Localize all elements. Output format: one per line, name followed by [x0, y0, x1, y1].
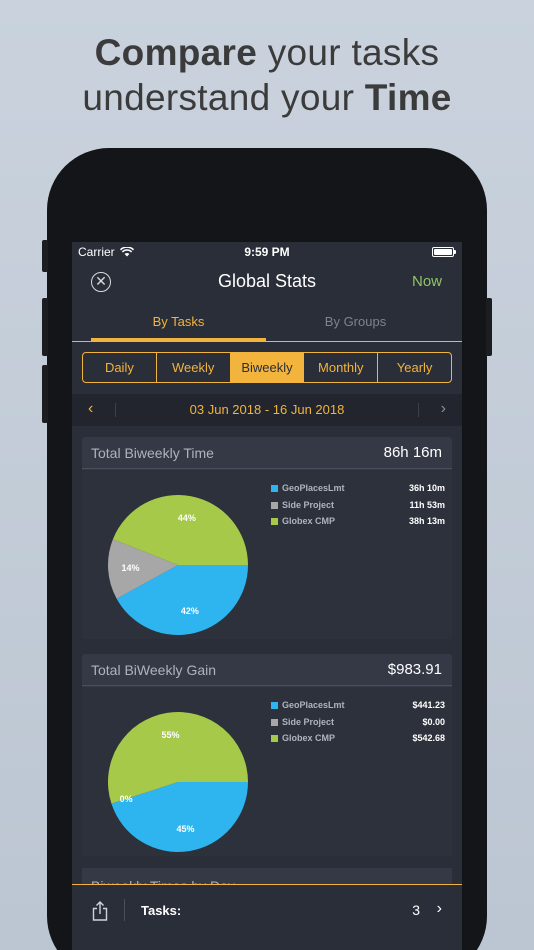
chart-legend: GeoPlacesLmt $441.23 Side Project $0.00 … — [271, 699, 445, 749]
tasks-count[interactable]: 3 — [412, 902, 420, 918]
gain-card: Total BiWeekly Gain $983.91 45% 0% 55% Geo… — [82, 654, 452, 856]
divider — [418, 403, 419, 417]
pie-slice-geoplaceslmt — [116, 565, 248, 635]
close-icon: ✕ — [95, 273, 107, 289]
pie-value-label: 44% — [178, 513, 196, 523]
legend-name: Side Project — [282, 716, 335, 727]
tab-bar: By Tasks By Groups — [72, 304, 462, 342]
segment-biweekly[interactable]: Biweekly — [230, 353, 305, 382]
legend-item: Globex CMP $542.68 — [271, 732, 445, 749]
period-selector: Daily Weekly Biweekly Monthly Yearly — [82, 352, 452, 383]
legend-name: Globex CMP — [282, 733, 336, 743]
date-range-bar: ‹ 03 Jun 2018 - 16 Jun 2018 › — [72, 394, 462, 426]
legend-item: Globex CMP 38h 13m — [271, 515, 445, 532]
tasks-label: Tasks: — [141, 903, 182, 918]
chart-legend: GeoPlacesLmt 36h 10m Side Project 11h 53… — [271, 482, 445, 532]
segment-weekly[interactable]: Weekly — [157, 353, 231, 382]
battery-icon — [432, 247, 456, 257]
wifi-icon — [119, 247, 134, 257]
segment-yearly[interactable]: Yearly — [396, 360, 433, 375]
nav-bar: ✕ Global Stats Now — [72, 262, 462, 302]
card-body: 42% 14% 44% GeoPlacesLmt 36h 10m Side Proj… — [82, 470, 452, 639]
headline: Compare your tasks understand your Time — [0, 30, 534, 120]
card-total: $983.91 — [387, 661, 442, 678]
legend-item: Side Project 11h 53m — [271, 499, 445, 516]
pie-slice-side-project — [108, 539, 178, 599]
phone-volume-down — [42, 365, 48, 423]
bottom-toolbar: Tasks: 3 › — [72, 884, 462, 950]
legend-value: $441.23 — [412, 700, 445, 710]
pie-value-label: 0% — [120, 794, 133, 804]
pie-slice-globex-cmp — [112, 494, 248, 565]
card-header: Total Biweekly Time 86h 16m — [82, 437, 452, 469]
legend-item: GeoPlacesLmt 36h 10m — [271, 482, 445, 499]
pie-slice-globex-cmp — [108, 712, 248, 804]
card-header: Total BiWeekly Gain $983.91 — [82, 654, 452, 686]
carrier-label: Carrier — [78, 245, 115, 259]
phone-volume-up — [42, 298, 48, 356]
segment-monthly[interactable]: Monthly — [304, 353, 379, 382]
date-range-label: 03 Jun 2018 - 16 Jun 2018 — [189, 402, 345, 417]
legend-swatch — [271, 702, 278, 709]
previous-period-button[interactable]: ‹ — [88, 400, 94, 417]
headline-bold-2: Time — [364, 77, 452, 118]
card-total: 86h 16m — [383, 444, 442, 461]
legend-swatch — [271, 501, 278, 509]
pie-chart: 45% 0% 55% — [108, 712, 248, 852]
next-period-button[interactable]: › — [440, 400, 446, 417]
legend-swatch — [271, 518, 278, 525]
legend-name: GeoPlacesLmt — [282, 483, 345, 493]
segment-daily[interactable]: Daily — [83, 353, 157, 382]
pie-chart: 42% 14% 44% — [108, 494, 248, 635]
phone-power-button — [486, 298, 492, 356]
legend-value: 11h 53m — [409, 499, 445, 510]
page-title: Global Stats — [217, 271, 317, 291]
pie-value-label: 55% — [162, 730, 180, 740]
carrier-info: Carrier — [78, 245, 134, 259]
legend-item: GeoPlacesLmt $441.23 — [271, 699, 445, 716]
share-icon[interactable] — [92, 901, 108, 921]
status-bar: Carrier 9:59 PM — [72, 242, 462, 262]
legend-swatch — [271, 735, 278, 742]
legend-name: Side Project — [282, 499, 335, 510]
legend-swatch — [271, 718, 278, 726]
legend-value: $542.68 — [412, 733, 445, 743]
legend-value: $0.00 — [422, 716, 445, 727]
headline-text-1: your tasks — [257, 32, 440, 73]
chevron-right-icon[interactable]: › — [436, 900, 442, 917]
legend-swatch — [271, 485, 278, 492]
pie-slice-geoplaceslmt — [111, 782, 248, 852]
now-button[interactable]: Now — [411, 273, 442, 290]
headline-bold-1: Compare — [94, 32, 258, 73]
pie-value-label: 14% — [121, 563, 139, 573]
app-screen: Carrier 9:59 PM ✕ Global Stats Now By Ta… — [72, 242, 462, 950]
pie-value-label: 42% — [181, 606, 199, 616]
tab-by-groups[interactable]: By Groups — [324, 314, 387, 329]
card-body: 45% 0% 55% GeoPlacesLmt $441.23 Side Proje… — [82, 687, 452, 856]
time-card: Total Biweekly Time 86h 16m 42% 14% 44% Ge… — [82, 437, 452, 639]
tab-indicator — [91, 338, 266, 341]
legend-value: 36h 10m — [408, 483, 445, 493]
close-button[interactable]: ✕ — [91, 272, 111, 292]
card-title: Total BiWeekly Gain — [91, 662, 217, 678]
card-title: Total Biweekly Time — [91, 445, 214, 461]
headline-text-2: understand your — [82, 77, 365, 118]
legend-name: Globex CMP — [282, 516, 336, 526]
legend-item: Side Project $0.00 — [271, 716, 445, 733]
status-time: 9:59 PM — [244, 245, 290, 259]
tab-by-tasks[interactable]: By Tasks — [152, 314, 205, 329]
legend-name: GeoPlacesLmt — [282, 700, 345, 710]
phone-mute-switch — [42, 240, 48, 272]
divider — [115, 403, 116, 417]
legend-value: 38h 13m — [408, 516, 445, 526]
pie-value-label: 45% — [176, 824, 194, 834]
divider — [124, 899, 125, 921]
